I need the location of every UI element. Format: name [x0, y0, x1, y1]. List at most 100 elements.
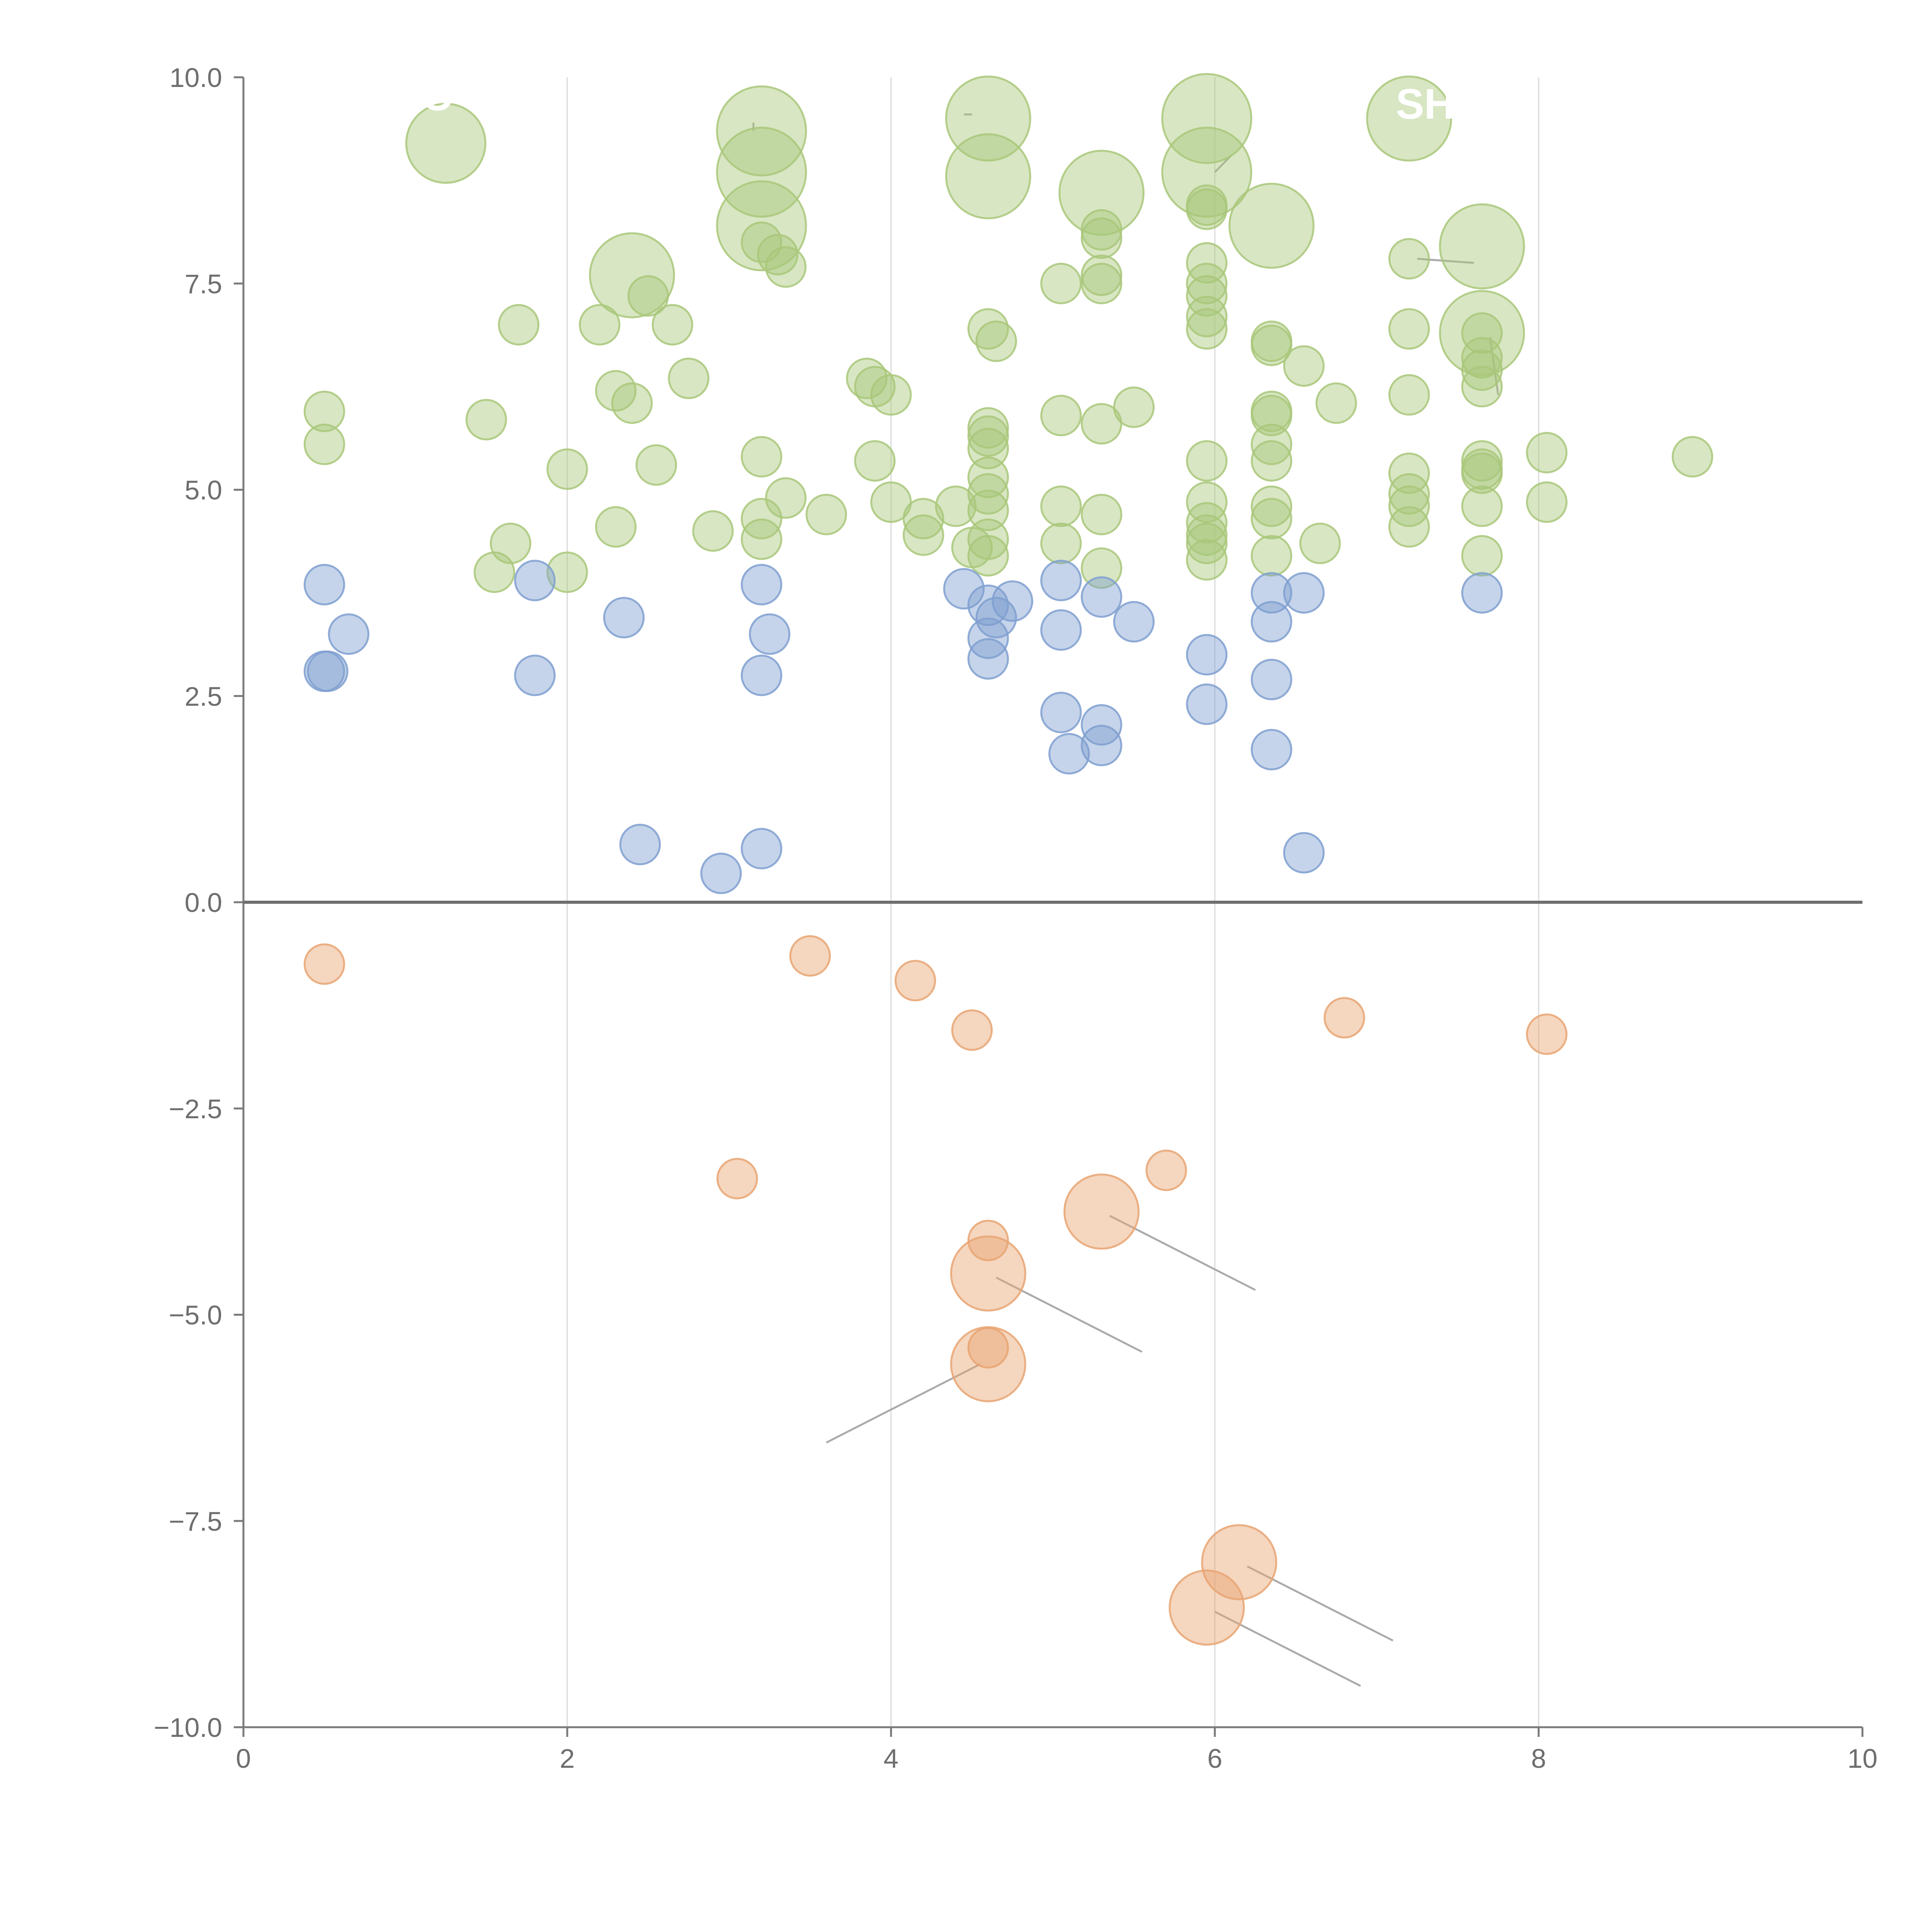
blue-bubble: [700, 852, 742, 894]
blue-bubble: [1081, 576, 1122, 618]
annotation-label: SH: [1396, 80, 1455, 128]
green-bubble: [651, 304, 694, 346]
blue-bubble: [514, 655, 556, 696]
green-bubble: [1315, 382, 1357, 424]
y-tick-label: −10.0: [154, 1713, 222, 1743]
green-bubble: [1040, 485, 1082, 527]
green-bubble: [945, 133, 1031, 219]
green-bubble: [1250, 325, 1293, 366]
green-bubble: [405, 102, 486, 184]
blue-bubble: [514, 560, 556, 602]
x-tick-label: 6: [1208, 1743, 1223, 1774]
green-bubble: [903, 498, 944, 539]
blue-bubble: [749, 613, 791, 655]
green-bubble: [967, 490, 1009, 531]
orange-bubble: [895, 960, 936, 1002]
orange-bubble: [967, 1219, 1009, 1262]
orange-bubble: [789, 935, 831, 977]
green-bubble: [1186, 440, 1228, 482]
x-tick-label: 8: [1531, 1743, 1546, 1774]
green-bubble: [1526, 432, 1568, 474]
green-bubble: [967, 518, 1009, 560]
green-bubble: [765, 477, 807, 519]
green-bubble: [692, 510, 734, 552]
green-bubble: [1040, 522, 1082, 564]
leader-line: [1417, 258, 1474, 264]
y-tick-label: 2.5: [185, 681, 222, 711]
green-bubble: [1058, 150, 1145, 236]
green-bubble: [1186, 263, 1228, 304]
x-tick-label: 0: [236, 1743, 251, 1774]
green-bubble: [967, 535, 1009, 577]
orange-bubble: [1526, 1013, 1568, 1055]
y-tick-label: −2.5: [169, 1094, 222, 1124]
green-bubble: [967, 308, 1009, 350]
blue-bubble: [1250, 729, 1293, 770]
blue-bubble: [943, 568, 985, 610]
green-bubble: [1439, 203, 1525, 289]
green-bubble: [1186, 539, 1228, 581]
blue-bubble: [1048, 733, 1090, 775]
orange-bubble: [950, 1235, 1026, 1312]
green-bubble: [1250, 485, 1293, 527]
blue-bubble: [1283, 572, 1325, 614]
green-bubble: [757, 234, 799, 276]
green-bubble: [1461, 535, 1503, 577]
green-bubble: [1250, 498, 1293, 539]
orange-bubble: [1168, 1569, 1245, 1646]
bubbles: [303, 73, 1713, 1646]
green-bubble: [490, 522, 532, 564]
green-bubble: [1388, 308, 1430, 350]
green-bubble: [627, 275, 669, 317]
leader-line: [1489, 337, 1499, 395]
green-bubble: [1081, 217, 1122, 259]
green-bubble: [967, 415, 1009, 457]
green-bubble: [1250, 395, 1293, 437]
blue-bubble: [619, 823, 661, 866]
green-bubble: [1186, 296, 1228, 337]
green-bubble: [1250, 535, 1293, 577]
green-bubble: [854, 440, 896, 482]
green-bubble: [935, 485, 977, 527]
blue-bubble: [1081, 724, 1122, 767]
y-tick-label: 7.5: [185, 269, 222, 299]
green-bubble: [1161, 73, 1252, 164]
blue-bubble: [967, 638, 1009, 680]
green-bubble: [1250, 423, 1293, 465]
green-bubble: [1161, 126, 1252, 218]
green-bubble: [1461, 349, 1503, 391]
green-bubble: [546, 551, 588, 593]
green-bubble: [870, 481, 912, 523]
annotation-label: D: [924, 64, 955, 111]
green-bubble: [967, 428, 1009, 469]
green-bubble: [1461, 366, 1503, 408]
green-bubble: [975, 320, 1017, 362]
green-bubble: [303, 390, 345, 432]
green-bubble: [1299, 522, 1341, 564]
green-bubble: [1081, 493, 1122, 536]
green-bubble: [635, 444, 677, 486]
blue-bubble: [1113, 601, 1155, 643]
green-bubble: [611, 382, 653, 424]
annotation-label: O: [421, 72, 454, 119]
green-bubble: [765, 246, 807, 288]
blue-bubble: [1250, 658, 1293, 701]
orange-bubble: [1063, 1173, 1140, 1250]
blue-bubble: [1250, 572, 1293, 614]
green-bubble: [716, 126, 807, 218]
orange-bubble: [1145, 1150, 1187, 1191]
blue-bubble: [1186, 683, 1228, 725]
green-bubble: [1186, 308, 1228, 350]
orange-bubble: [951, 1009, 993, 1051]
green-bubble: [967, 473, 1009, 515]
green-bubble: [1081, 403, 1122, 445]
green-bubble: [1388, 506, 1430, 548]
green-bubble: [589, 232, 675, 318]
blue-bubble: [603, 597, 645, 639]
green-bubble: [1040, 263, 1082, 304]
green-bubble: [1461, 312, 1503, 354]
blue-bubble: [1250, 601, 1293, 643]
leader-lines: [752, 113, 1499, 1687]
green-bubble: [741, 436, 782, 478]
green-bubble: [1081, 263, 1122, 304]
